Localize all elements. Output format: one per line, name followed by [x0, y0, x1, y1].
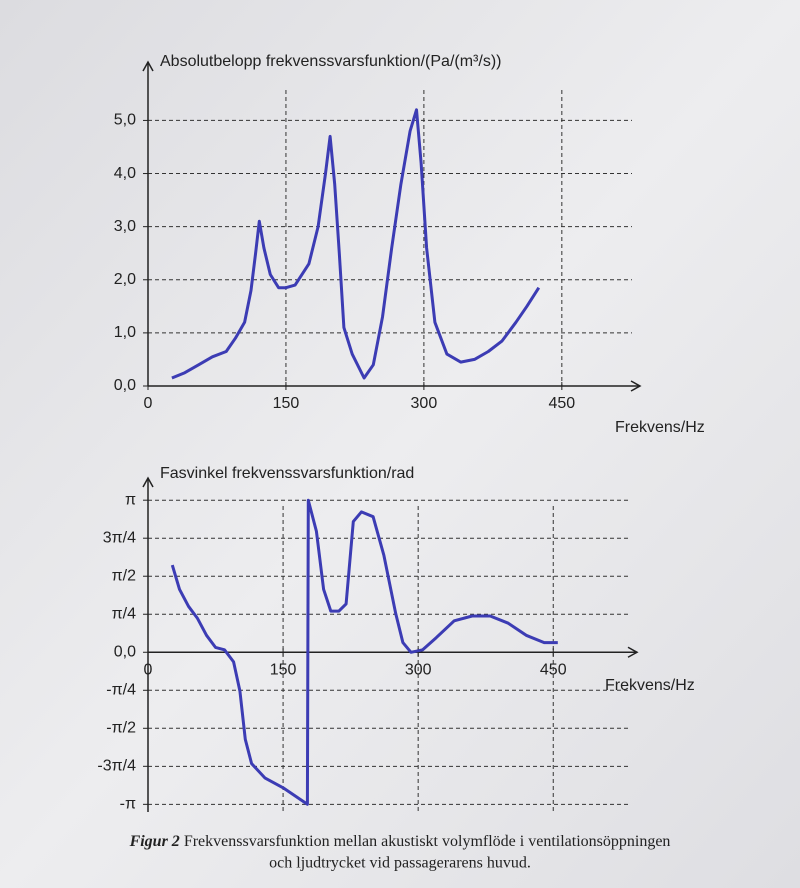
y-axis-label: Fasvinkel frekvenssvarsfunktion/rad — [160, 465, 414, 482]
y-tick-label: 2,0 — [114, 271, 136, 288]
y-axis-arrow — [142, 476, 154, 488]
y-tick-label: π — [125, 491, 136, 508]
y-tick-label: 3π/4 — [103, 529, 136, 546]
y-axis-arrow — [142, 60, 154, 72]
y-tick-label: 5,0 — [114, 112, 136, 129]
caption-line: och ljudtrycket vid passagerarens huvud. — [269, 855, 531, 872]
y-tick-label: 4,0 — [114, 165, 136, 182]
y-tick-label: π/2 — [112, 567, 136, 584]
y-tick-label: 0,0 — [114, 377, 136, 394]
caption-label: Figur 2 — [129, 833, 180, 850]
y-tick-label: -3π/4 — [97, 758, 136, 775]
x-tick-label: 300 — [411, 395, 438, 412]
caption-line: Figur 2 Frekvenssvarsfunktion mellan aku… — [129, 833, 671, 850]
x-tick-label: 450 — [548, 395, 575, 412]
y-tick-label: -π/4 — [106, 681, 136, 698]
caption-text: Frekvenssvarsfunktion mellan akustiskt v… — [184, 833, 671, 850]
x-tick-label: 150 — [273, 395, 300, 412]
x-axis-label: Frekvens/Hz — [605, 677, 695, 694]
y-tick-label: -π/2 — [106, 720, 136, 737]
data-line — [170, 498, 558, 806]
x-tick-label: 0 — [144, 395, 153, 412]
y-tick-label: π/4 — [112, 605, 136, 622]
x-tick-label: 450 — [540, 661, 567, 678]
data-line — [171, 108, 541, 380]
x-tick-label: 300 — [405, 661, 432, 678]
x-axis-label: Frekvens/Hz — [615, 419, 705, 436]
y-tick-label: 1,0 — [114, 324, 136, 341]
y-axis-label: Absolutbelopp frekvenssvarsfunktion/(Pa/… — [160, 53, 501, 70]
y-tick-label: 3,0 — [114, 218, 136, 235]
y-tick-label: 0,0 — [114, 643, 136, 660]
x-axis-arrow — [627, 646, 639, 658]
y-tick-label: -π — [120, 796, 136, 813]
x-axis-arrow — [630, 380, 642, 392]
x-tick-label: 150 — [270, 661, 297, 678]
